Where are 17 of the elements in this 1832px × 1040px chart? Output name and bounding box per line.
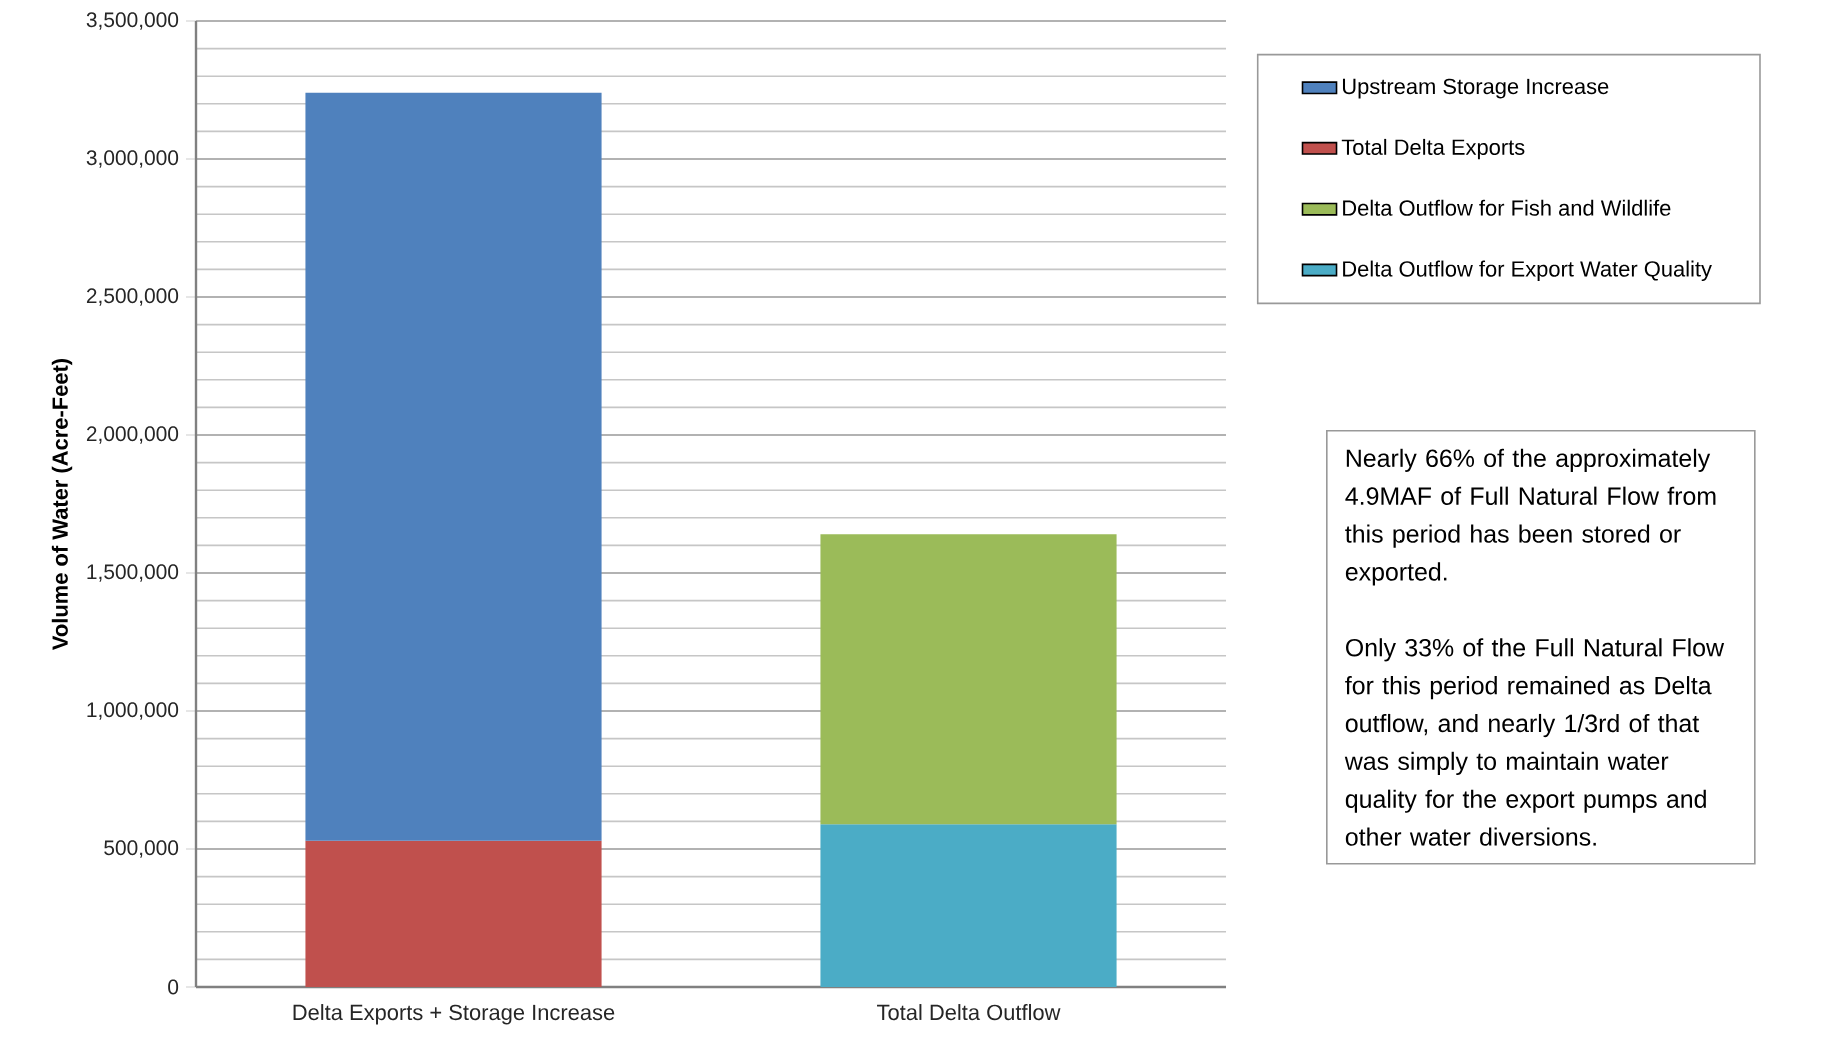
legend-label: Delta Outflow for Fish and Wildlife — [1343, 199, 1671, 216]
x-tick-label: Total Delta Outflow — [877, 1004, 1061, 1021]
legend-label: Total Delta Exports — [1341, 138, 1525, 160]
y-axis-title: Volume of Water (Acre-Feet) — [51, 358, 73, 650]
legend-label: Delta Outflow for Export Water Quality — [1343, 260, 1712, 281]
y-tick-label: 500,000 — [104, 840, 179, 858]
text: Nearly 66% of the approximately 4.9MAF of Full Natural Flow from this period has been stored or exported. — [1345, 448, 1716, 586]
x-tick-label: Delta Exports + Storage Increase — [293, 1004, 615, 1025]
y-tick-label: 0 — [168, 979, 179, 995]
text: Only 33% of the Full Natural Flow for this period remained as Delta outflow, and nearly 1/3rd of that was simply to maintain water quality for the export pumps and other water diversions. — [1344, 638, 1725, 846]
y-tick-label: 2,000,000 — [86, 426, 179, 444]
y-tick-label: 1,000,000 — [87, 702, 179, 720]
y-tick-label: 3,000,000 — [86, 150, 179, 168]
legend-label: Upstream Storage Increase — [1342, 78, 1609, 99]
y-tick-label: 1,500,000 — [87, 564, 179, 582]
y-tick-label: 3,500,000 — [86, 12, 179, 30]
y-tick-label: 2,500,000 — [86, 288, 179, 306]
